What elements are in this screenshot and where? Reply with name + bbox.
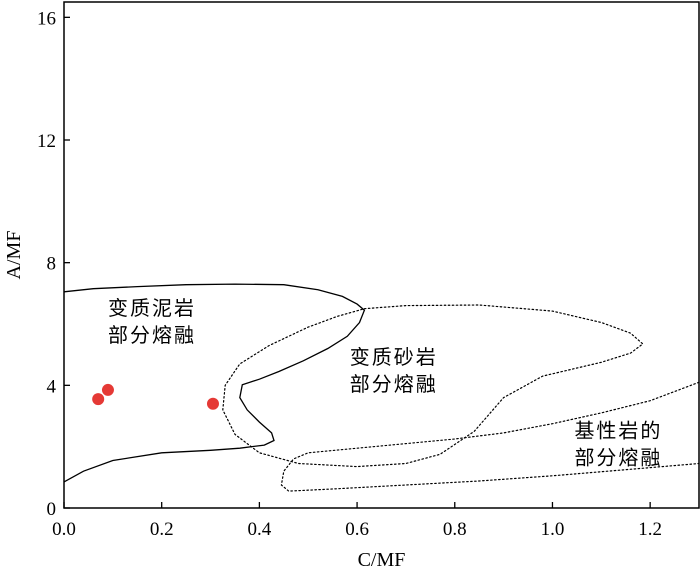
x-tick-label: 1.2 [638,519,662,540]
x-tick-label: 0.2 [150,519,174,540]
points-layer [92,383,219,410]
y-tick-label: 4 [47,376,57,397]
x-axis-title: C/MF [358,549,406,571]
x-tick-label: 0.4 [248,519,272,540]
x-tick-label: 1.0 [541,519,565,540]
y-tick-label: 12 [37,131,56,152]
y-tick-label: 0 [47,499,57,520]
x-tick-label: 0.8 [443,519,467,540]
x-tick-label: 0.6 [345,519,369,540]
region-label-1-line-2: 部分熔融 [108,323,196,347]
region-label-2-line-1: 变质砂岩 [350,345,438,369]
y-tick-label: 16 [37,8,56,29]
region-boundary-3 [280,381,700,492]
region-label-1-line-1: 变质泥岩 [108,296,196,320]
data-point [101,383,114,396]
region-label-2-line-2: 部分熔融 [350,372,438,396]
regions-layer [63,283,700,492]
data-point [206,397,219,410]
region-label-3-line-2: 部分熔融 [574,445,662,469]
plot-frame [63,1,700,509]
y-axis-title: A/MF [3,231,25,280]
x-tick-label: 0.0 [52,519,76,540]
y-tick-label: 8 [47,254,57,275]
data-point [92,393,105,406]
region-boundary-1 [63,283,366,483]
region-label-3-line-1: 基性岩的 [574,418,662,442]
ticks-layer: 0.0 0.2 0.4 0.6 0.8 1.0 1.2 0 4 8 12 16 [37,8,662,540]
